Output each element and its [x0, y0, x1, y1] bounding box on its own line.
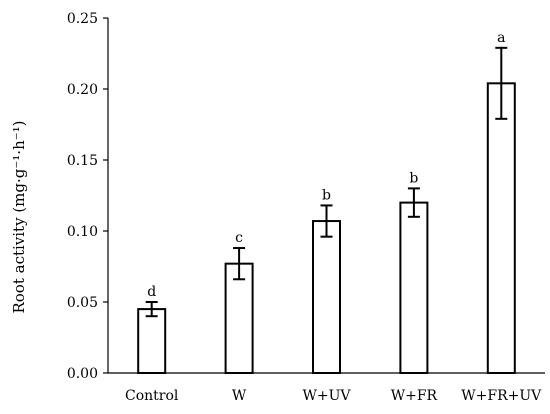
x-category-label: W	[232, 388, 247, 404]
x-category-label: W+FR+UV	[461, 388, 542, 404]
significance-letter: c	[235, 230, 243, 246]
y-tick-label: 0.05	[67, 295, 98, 311]
bar-w-uv	[312, 220, 341, 374]
x-category-label: W+UV	[302, 388, 351, 404]
significance-letter: a	[497, 30, 505, 46]
y-tick-label: 0.25	[67, 11, 98, 27]
significance-letter: b	[409, 170, 418, 186]
bar-w-fr-uv	[486, 82, 516, 374]
x-category-label: Control	[125, 388, 179, 404]
significance-letter: d	[147, 284, 156, 300]
bar-w	[224, 262, 254, 374]
significance-letter: b	[322, 187, 331, 203]
y-tick-label: 0.10	[67, 224, 98, 240]
y-axis-title: Root activity (mg·g⁻¹·h⁻¹)	[10, 120, 28, 313]
bar-w-fr	[399, 201, 429, 374]
x-category-label: W+FR	[391, 388, 438, 404]
bars-group: d Control c Wb W+UV b W+FR a W+FR+UV	[125, 30, 542, 404]
y-tick-label: 0.00	[67, 366, 98, 382]
y-tick-label: 0.15	[67, 153, 98, 169]
y-axis-ticks: 0.00 0.05 0.10 0.15 0.20 0.25	[67, 11, 108, 382]
y-tick-label: 0.20	[67, 82, 98, 98]
bar-control	[137, 308, 167, 375]
